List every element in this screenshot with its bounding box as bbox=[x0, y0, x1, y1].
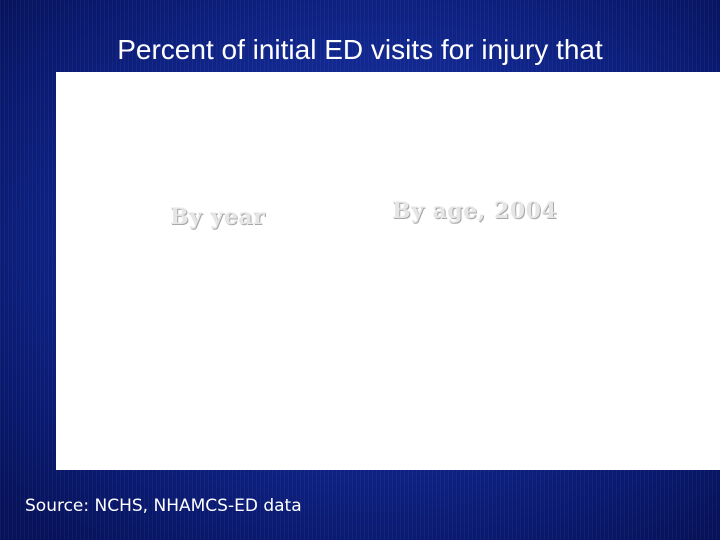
slide-title: Percent of initial ED visits for injury … bbox=[117, 34, 603, 65]
source-note: Source: NCHS, NHAMCS-ED data bbox=[25, 496, 302, 516]
chart-panel: By year By age, 2004 bbox=[56, 72, 720, 470]
by-year-label: By year bbox=[170, 204, 266, 230]
by-age-label: By age, 2004 bbox=[392, 198, 558, 224]
